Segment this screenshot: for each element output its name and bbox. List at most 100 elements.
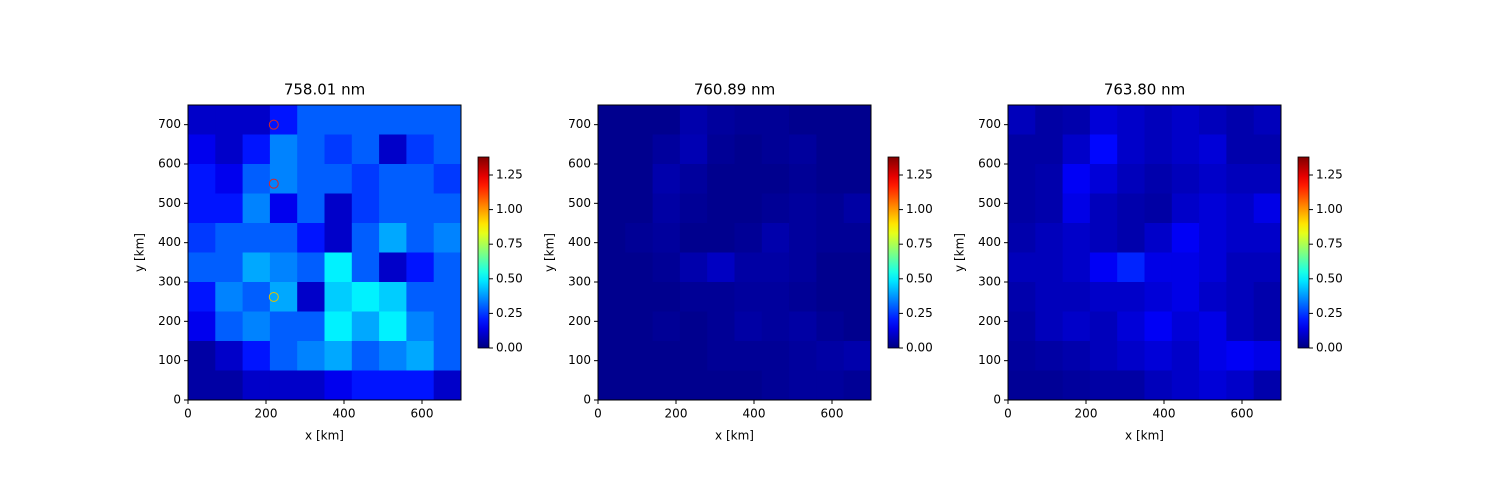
heatmap-cell	[789, 105, 817, 135]
y-tick-label: 0	[993, 393, 1001, 407]
colorbar-tick-label: 0.00	[1316, 341, 1343, 355]
x-tick-label: 0	[184, 407, 192, 421]
heatmap-cell	[1008, 134, 1036, 165]
heatmap-cell	[188, 311, 216, 342]
heatmap-cell	[652, 370, 681, 401]
y-tick-label: 500	[158, 196, 181, 210]
y-tick-label: 600	[158, 157, 181, 171]
heatmap-cell	[1253, 223, 1282, 253]
heatmap-cell	[734, 341, 763, 371]
heatmap-cell	[679, 164, 708, 194]
heatmap-cell	[734, 193, 763, 224]
heatmap-cell	[1253, 252, 1282, 283]
heatmap-cell	[269, 252, 298, 283]
heatmap-cell	[625, 311, 654, 342]
heatmap-cell	[351, 223, 380, 253]
heatmap-cell	[297, 134, 325, 165]
heatmap-cell	[242, 252, 271, 283]
heatmap-cell	[406, 370, 435, 401]
heatmap-cell	[598, 164, 626, 194]
title: 763.80 nm	[1104, 81, 1185, 99]
heatmap-cell	[379, 282, 407, 312]
y-tick-label: 100	[568, 353, 591, 367]
heatmap-cell	[707, 252, 735, 283]
axes-frame	[187, 104, 462, 401]
heatmap-cell	[188, 370, 216, 401]
heatmap-cell	[433, 134, 462, 165]
heatmap-cell	[843, 164, 872, 194]
heatmap-cell	[215, 193, 244, 224]
colorbar-tick-label: 0.00	[906, 341, 933, 355]
heatmap-cell	[679, 193, 708, 224]
colorbar-tick-label: 1.25	[906, 167, 933, 181]
heatmap-cell	[379, 134, 407, 165]
heatmap-cell	[406, 134, 435, 165]
y-tick-label: 0	[583, 393, 591, 407]
heatmap-cell	[1226, 193, 1255, 224]
heatmap-cell	[324, 282, 353, 312]
y-tick-label: 100	[978, 353, 1001, 367]
heatmap-cell	[1171, 134, 1200, 165]
heatmap-cell	[188, 252, 216, 283]
y-tick-label: 100	[158, 353, 181, 367]
heatmap-cell	[297, 370, 325, 401]
heatmap-cell	[1035, 223, 1064, 253]
heatmap-cell	[1117, 252, 1145, 283]
colorbar-tick-label: 0.50	[906, 271, 933, 285]
heatmap-cell	[1144, 105, 1173, 135]
heatmap-cell	[1144, 341, 1173, 371]
heatmap-cell	[406, 341, 435, 371]
heatmap-cell	[1117, 134, 1145, 165]
heatmap-cell	[242, 223, 271, 253]
colorbar-tick-label: 1.00	[1316, 202, 1343, 216]
heatmap-cell	[242, 341, 271, 371]
y-axis-label: y [km]	[543, 233, 557, 272]
heatmap-cell	[789, 164, 817, 194]
y-tick-label: 500	[568, 196, 591, 210]
heatmap-cell	[1089, 105, 1118, 135]
heatmap-cell	[1226, 341, 1255, 371]
heatmap-cell	[1035, 311, 1064, 342]
colorbar-tick-label: 1.00	[906, 202, 933, 216]
heatmap-cell	[215, 164, 244, 194]
heatmap-cell	[652, 134, 681, 165]
heatmap-cell	[598, 341, 626, 371]
heatmap-cell	[1062, 134, 1091, 165]
heatmap-cell	[1117, 311, 1145, 342]
heatmap-cell	[242, 193, 271, 224]
heatmap-cell	[1171, 311, 1200, 342]
heatmap-cell	[406, 164, 435, 194]
heatmap-cell	[843, 282, 872, 312]
heatmap-cell	[843, 223, 872, 253]
y-tick-label: 200	[568, 314, 591, 328]
heatmap-cell	[215, 341, 244, 371]
heatmap-cell	[761, 164, 790, 194]
heatmap-cell	[242, 311, 271, 342]
heatmap-cell	[1171, 370, 1200, 401]
heatmap-cell	[707, 311, 735, 342]
y-tick-label: 700	[978, 117, 1001, 131]
heatmap-cell	[761, 252, 790, 283]
heatmap-cell	[761, 282, 790, 312]
heatmap-cell	[734, 252, 763, 283]
heatmap-cell	[598, 193, 626, 224]
heatmap-cell	[1008, 252, 1036, 283]
heatmap-cell	[734, 370, 763, 401]
heatmap-cell	[816, 164, 845, 194]
heatmap-cell	[707, 223, 735, 253]
heatmap-cell	[188, 105, 216, 135]
title: 760.89 nm	[694, 81, 775, 99]
heatmap-cell	[324, 193, 353, 224]
heatmap-cell	[1089, 164, 1118, 194]
heatmap-cell	[707, 105, 735, 135]
heatmap-cell	[269, 223, 298, 253]
heatmap-cell	[433, 223, 462, 253]
heatmap-cell	[734, 134, 763, 165]
heatmap-cell	[761, 370, 790, 401]
heatmap-cell	[734, 164, 763, 194]
y-tick-label: 400	[158, 235, 181, 249]
x-axis-label: x [km]	[715, 429, 754, 443]
heatmap-cell	[1144, 223, 1173, 253]
heatmap-cell	[351, 134, 380, 165]
heatmap-cell	[1089, 282, 1118, 312]
